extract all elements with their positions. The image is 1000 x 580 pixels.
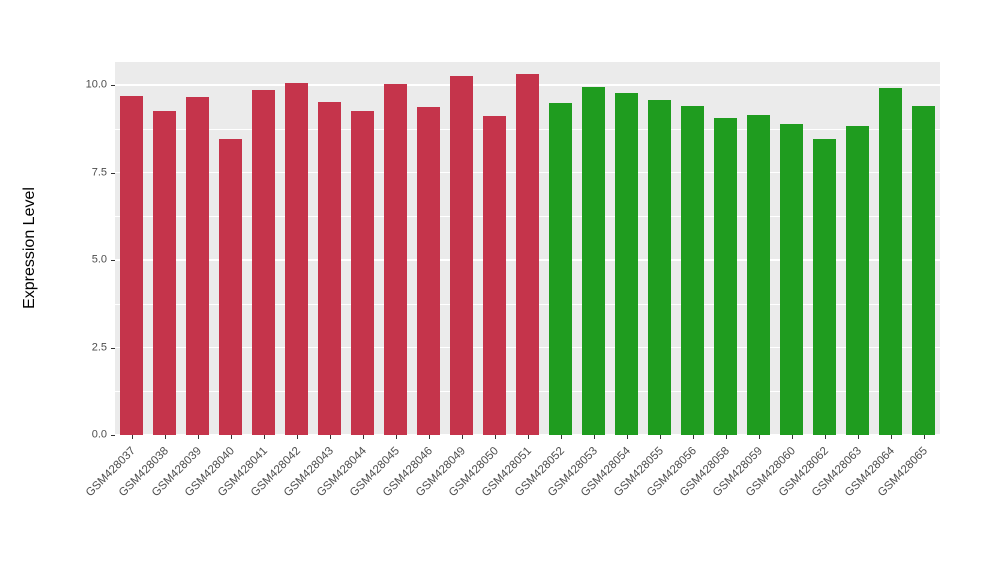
x-tick-mark	[131, 435, 133, 439]
x-tick-mark	[593, 435, 595, 439]
bar	[284, 83, 309, 435]
y-tick-mark	[111, 260, 115, 262]
x-tick-mark	[560, 435, 562, 439]
bar	[581, 87, 606, 435]
y-tick-label: 7.5	[91, 166, 107, 179]
bar	[515, 74, 540, 435]
bar	[614, 93, 639, 435]
bar	[878, 88, 903, 435]
x-tick-mark	[494, 435, 496, 439]
x-tick-mark	[758, 435, 760, 439]
y-tick-label: 10.0	[85, 78, 107, 91]
x-tick-mark	[791, 435, 793, 439]
plot-panel	[115, 62, 940, 436]
x-tick-mark	[461, 435, 463, 439]
bar	[350, 111, 375, 435]
bar	[548, 103, 573, 435]
bar	[911, 106, 936, 435]
bar	[779, 124, 804, 435]
bar	[152, 111, 177, 435]
bar	[218, 139, 243, 435]
x-axis: GSM428037 GSM428038 GSM428039 GSM428040 GSM4…	[84, 435, 940, 565]
bar	[680, 106, 705, 435]
x-tick-mark	[890, 435, 892, 439]
x-tick-mark	[230, 435, 232, 439]
x-tick-mark	[725, 435, 727, 439]
bar	[713, 118, 738, 435]
x-tick-mark	[857, 435, 859, 439]
x-tick-mark	[692, 435, 694, 439]
bar	[845, 126, 870, 435]
y-tick-mark	[111, 435, 115, 436]
x-tick-mark	[362, 435, 364, 439]
bar	[416, 107, 441, 435]
bar	[317, 102, 342, 435]
bar	[746, 115, 771, 435]
x-tick-mark	[164, 435, 166, 439]
bar	[449, 76, 474, 435]
bar	[251, 90, 276, 435]
y-tick-label: 5.0	[91, 253, 107, 266]
y-axis: 0.0 2.5 5.0 7.5 10.0	[0, 62, 115, 440]
x-tick-mark	[395, 435, 397, 439]
x-tick-mark	[329, 435, 331, 439]
x-tick-mark	[923, 435, 925, 439]
bar	[647, 100, 672, 435]
y-tick-label: 0.0	[91, 428, 107, 441]
bar	[185, 97, 210, 435]
x-tick-mark	[263, 435, 265, 439]
y-tick-mark	[111, 347, 115, 349]
bar	[482, 116, 507, 435]
x-tick-mark	[659, 435, 661, 439]
x-tick-mark	[626, 435, 628, 439]
x-tick-mark	[527, 435, 529, 439]
bar	[812, 139, 837, 435]
x-tick-mark	[824, 435, 826, 439]
y-tick-mark	[111, 85, 115, 87]
bar	[383, 84, 408, 435]
x-tick-mark	[428, 435, 430, 439]
y-tick-mark	[111, 172, 115, 174]
bar	[119, 96, 144, 435]
x-tick-mark	[197, 435, 199, 439]
x-tick-mark	[296, 435, 298, 439]
y-tick-label: 2.5	[91, 341, 107, 354]
